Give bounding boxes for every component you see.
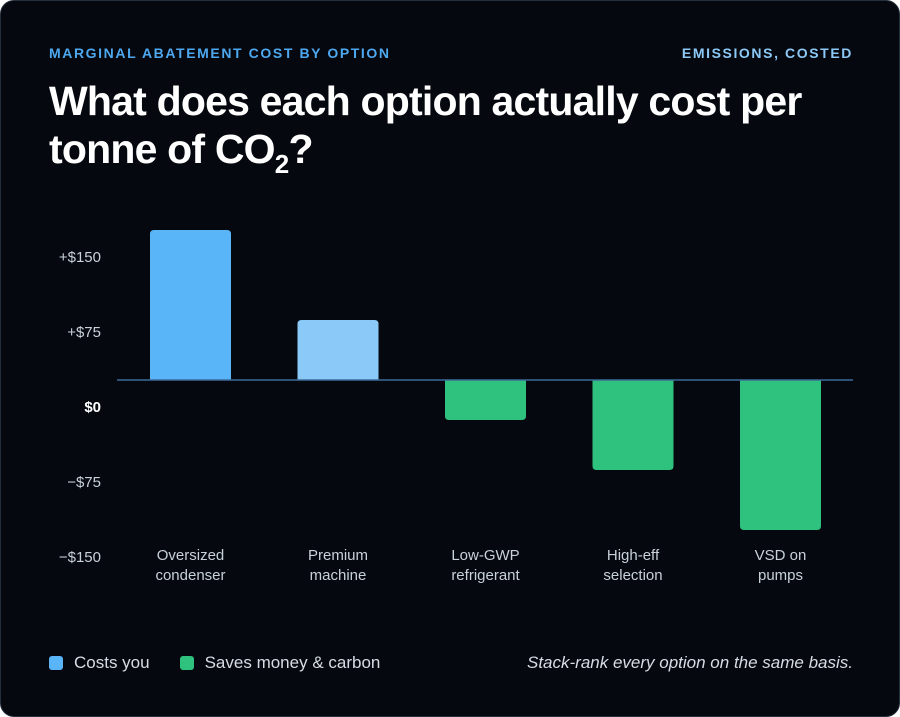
chart-eyebrow: MARGINAL ABATEMENT COST BY OPTION	[49, 45, 391, 61]
x-tick-label: condenser	[155, 567, 225, 584]
x-tick-label: refrigerant	[451, 567, 520, 584]
y-tick-label: +$75	[67, 324, 101, 341]
x-tick-label: Premium	[308, 547, 368, 564]
legend-label-saves: Saves money & carbon	[204, 653, 381, 672]
legend-item-saves: Saves money & carbon	[179, 653, 381, 673]
x-tick-label: Oversized	[157, 547, 225, 564]
bar-2	[445, 380, 526, 420]
x-tick-label: pumps	[758, 567, 803, 584]
footnote: Stack-rank every option on the same basi…	[527, 653, 853, 672]
legend-swatch-saves	[179, 656, 194, 670]
legend-item-costs: Costs you	[49, 653, 150, 673]
chart-tag: EMISSIONS, COSTED	[681, 45, 853, 61]
y-tick-label: $0	[84, 399, 101, 416]
x-tick-label: machine	[310, 567, 367, 584]
title-main: What does each option actually cost per …	[49, 78, 802, 172]
bar-1	[297, 320, 379, 380]
bar-4	[740, 380, 821, 530]
x-tick-label: Low-GWP	[451, 547, 519, 564]
x-tick-label: selection	[603, 567, 662, 584]
title-subscript: 2	[274, 149, 289, 179]
bar-3	[592, 380, 674, 470]
title-end: ?	[288, 126, 313, 172]
legend-label-costs: Costs you	[74, 653, 150, 672]
y-tick-label: +$150	[59, 249, 101, 266]
bar-chart: +$150 +$75 $0 −$75 −$150 Oversized condenser Pr…	[59, 230, 853, 584]
legend: Costs you Saves money & carbon	[49, 653, 410, 673]
y-tick-label: −$150	[59, 549, 101, 566]
bar-0	[150, 230, 231, 380]
legend-swatch-costs	[49, 656, 63, 670]
x-tick-label: VSD on	[755, 547, 807, 564]
x-tick-label: High-eff	[607, 547, 660, 564]
y-tick-label: −$75	[67, 474, 101, 491]
chart-title: What does each option actually cost per …	[49, 77, 849, 179]
